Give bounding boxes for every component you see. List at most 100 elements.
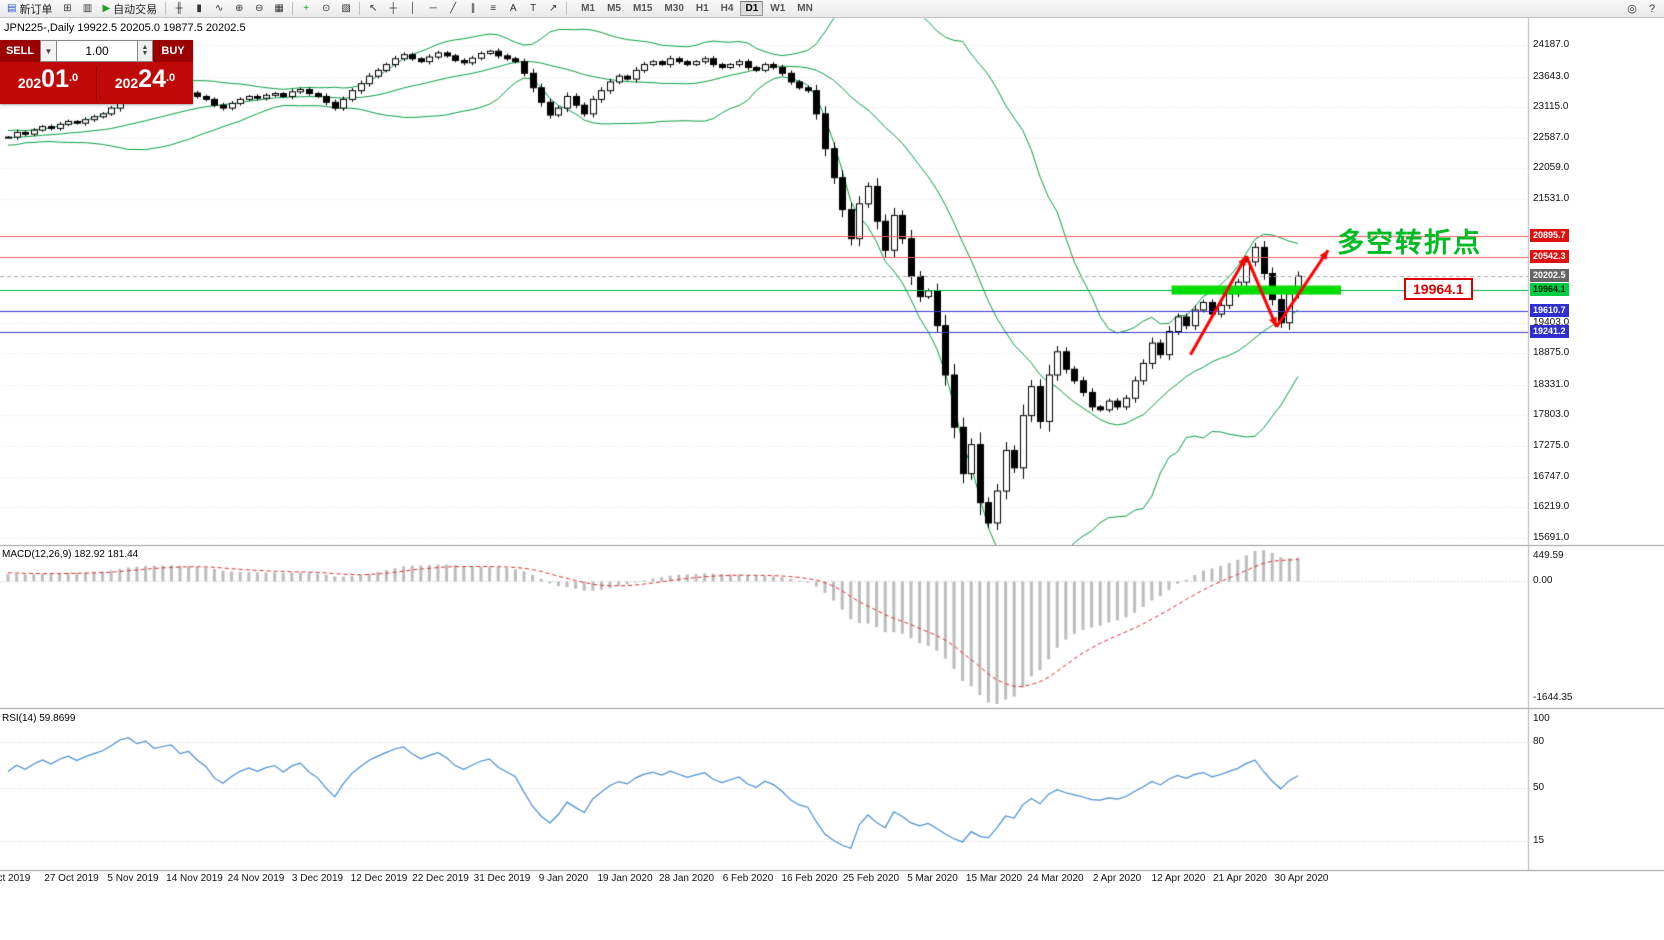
vertical-line-icon-icon: │ xyxy=(410,2,417,14)
price-axis-label: 22059.0 xyxy=(1533,162,1570,174)
text-label-icon[interactable]: T xyxy=(523,1,543,16)
timeframe-h4[interactable]: H4 xyxy=(720,3,734,14)
sell-price[interactable]: 202 01.0 xyxy=(0,67,96,99)
price-axis-label: 23643.0 xyxy=(1533,70,1570,82)
price-axis-label: 24187.0 xyxy=(1533,39,1570,50)
date-axis-label: 21 Apr 2020 xyxy=(1213,873,1267,884)
timeframe-switcher: M1 M5 M15 M30 H1 H4 D1 W1 MN xyxy=(576,1,818,16)
volume-dropdown[interactable]: ▼ xyxy=(40,40,57,62)
date-axis-label: 28 Jan 2020 xyxy=(658,873,715,884)
autotrading-button-label: 自动交易 xyxy=(113,3,158,16)
candlestick-chart-icon[interactable]: ▮ xyxy=(189,1,209,16)
text-icon[interactable]: A xyxy=(503,1,523,16)
timeframe-w1[interactable]: W1 xyxy=(770,3,786,14)
price-axis-label: 22587.0 xyxy=(1533,131,1570,143)
stepper-down-icon[interactable]: ▼ xyxy=(141,50,149,57)
bar-chart-icon[interactable]: ╫ xyxy=(169,1,189,16)
charts-window-icon[interactable]: ⊞ xyxy=(57,1,77,16)
indicators-icon-icon: + xyxy=(303,2,310,14)
price-level-badge: 20202.5 xyxy=(1530,269,1569,283)
price-level-badge: 19610.7 xyxy=(1530,303,1569,317)
rsi-axis-label: 15 xyxy=(1533,835,1545,847)
buy-price[interactable]: 202 24.0 xyxy=(97,67,193,99)
fibonacci-icon-icon: ≡ xyxy=(490,2,497,14)
date-axis-label: 12 Dec 2019 xyxy=(350,873,408,884)
arrows-icon-icon: ↗ xyxy=(548,2,558,14)
fibonacci-icon[interactable]: ≡ xyxy=(483,1,503,16)
zoom-in-icon[interactable]: ⊕ xyxy=(229,1,249,16)
trade-panel-price-row: 202 01.0 202 24.0 xyxy=(0,62,193,104)
templates-icon[interactable]: ▧ xyxy=(336,1,356,16)
sell-button[interactable]: SELL xyxy=(0,40,40,62)
price-divider xyxy=(96,66,97,100)
market-watch-icon[interactable]: ▥ xyxy=(77,1,97,16)
macd-axis-label: 449.59 xyxy=(1533,550,1564,561)
tile-windows-icon-icon: ▦ xyxy=(274,2,284,14)
timeframe-h1[interactable]: H1 xyxy=(695,3,709,14)
market-watch-icon-icon: ▥ xyxy=(82,2,93,14)
horizontal-line-icon[interactable]: ─ xyxy=(423,1,443,16)
main-toolbar: ▤ 新订单 ⊞ ▥ ▶ 自动交易 ╫ ▮ ∿ ⊕ ⊖ ▦ + ⊙ ▧ ↖ ┼ │ ─ ╱ ∥ ≡ A T ↗ M1 M5 M15 M30… xyxy=(0,0,1664,18)
price-axis-label: 17275.0 xyxy=(1533,440,1570,452)
buy-button[interactable]: BUY xyxy=(153,40,193,62)
periods-icon[interactable]: ⊙ xyxy=(316,1,336,16)
price-axis-label: 21531.0 xyxy=(1533,193,1570,205)
volume-stepper[interactable]: ▲ ▼ xyxy=(138,40,153,62)
price-axis-label: 18875.0 xyxy=(1533,347,1570,359)
new-order-button-label: 新订单 xyxy=(19,3,53,16)
turning-point-annotation: 多空转折点 xyxy=(1337,228,1482,258)
trendline-icon[interactable]: ╱ xyxy=(443,1,463,16)
date-axis-label: 5 Mar 2020 xyxy=(907,873,958,884)
date-axis-label: 22 Dec 2019 xyxy=(412,873,469,884)
price-axis-label: 17803.0 xyxy=(1533,409,1570,421)
channel-icon[interactable]: ∥ xyxy=(463,1,483,16)
arrows-icon[interactable]: ↗ xyxy=(543,1,563,16)
help-icon[interactable]: ? xyxy=(1648,2,1656,15)
cursor-icon[interactable]: ↖ xyxy=(363,1,383,16)
price-level-badge: 20542.3 xyxy=(1530,249,1569,263)
timeframe-m5[interactable]: M5 xyxy=(607,3,621,14)
price-axis-label: 18331.0 xyxy=(1533,378,1570,390)
crosshair-icon-icon: ┼ xyxy=(389,2,397,14)
price-axis-label: 23115.0 xyxy=(1533,101,1569,113)
price-level-badge: 20895.7 xyxy=(1530,228,1569,242)
autotrading-button[interactable]: ▶ 自动交易 xyxy=(97,1,162,17)
zoom-in-icon-icon: ⊕ xyxy=(234,2,244,14)
price-digits: 01 xyxy=(41,65,69,93)
trendline-icon-icon: ╱ xyxy=(450,2,457,14)
date-axis-label: 27 Oct 2019 xyxy=(44,873,99,884)
timeframe-m15[interactable]: M15 xyxy=(632,3,653,14)
zoom-out-icon[interactable]: ⊖ xyxy=(249,1,269,16)
new-order-icon: ▤ xyxy=(7,2,17,14)
rsi-axis-label: 80 xyxy=(1533,736,1545,748)
indicators-icon[interactable]: + xyxy=(296,1,316,16)
search-icon[interactable]: ◎ xyxy=(1627,3,1637,15)
price-digits: .0 xyxy=(68,72,79,84)
vertical-line-icon[interactable]: │ xyxy=(403,1,423,16)
macd-axis-label: -1644.35 xyxy=(1533,692,1573,703)
rsi-indicator-label: RSI(14) 59.8699 xyxy=(2,713,76,724)
one-click-trade-panel: SELL ▼ 1.00 ▲ ▼ BUY 202 01.0 202 24.0 xyxy=(0,40,193,104)
timeframe-m1[interactable]: M1 xyxy=(581,3,596,14)
crosshair-icon[interactable]: ┼ xyxy=(383,1,403,16)
price-axis-label: 16747.0 xyxy=(1533,470,1570,482)
chart-ohlc-header: JPN225-,Daily 19922.5 20205.0 19877.5 20… xyxy=(4,22,246,34)
price-level-badge: 19964.1 xyxy=(1530,283,1569,297)
date-axis-label: 24 Nov 2019 xyxy=(227,873,285,884)
date-axis-label: Oct 2019 xyxy=(0,873,31,884)
timeframe-mn[interactable]: MN xyxy=(797,3,813,14)
volume-input[interactable]: 1.00 xyxy=(57,40,138,62)
timeframe-m30[interactable]: M30 xyxy=(664,3,684,14)
stepper-up-icon[interactable]: ▲ xyxy=(141,44,149,51)
tile-windows-icon[interactable]: ▦ xyxy=(269,1,289,16)
new-order-button[interactable]: ▤ 新订单 xyxy=(2,1,57,17)
price-digits: 202 xyxy=(114,75,139,91)
timeframe-d1[interactable]: D1 xyxy=(740,1,764,16)
templates-icon-icon: ▧ xyxy=(341,2,351,14)
line-chart-icon[interactable]: ∿ xyxy=(209,1,229,16)
channel-icon-icon: ∥ xyxy=(470,2,476,14)
price-level-badge: 19241.2 xyxy=(1530,325,1569,338)
chart-canvas[interactable] xyxy=(0,18,1664,940)
periods-icon-icon: ⊙ xyxy=(321,2,331,14)
